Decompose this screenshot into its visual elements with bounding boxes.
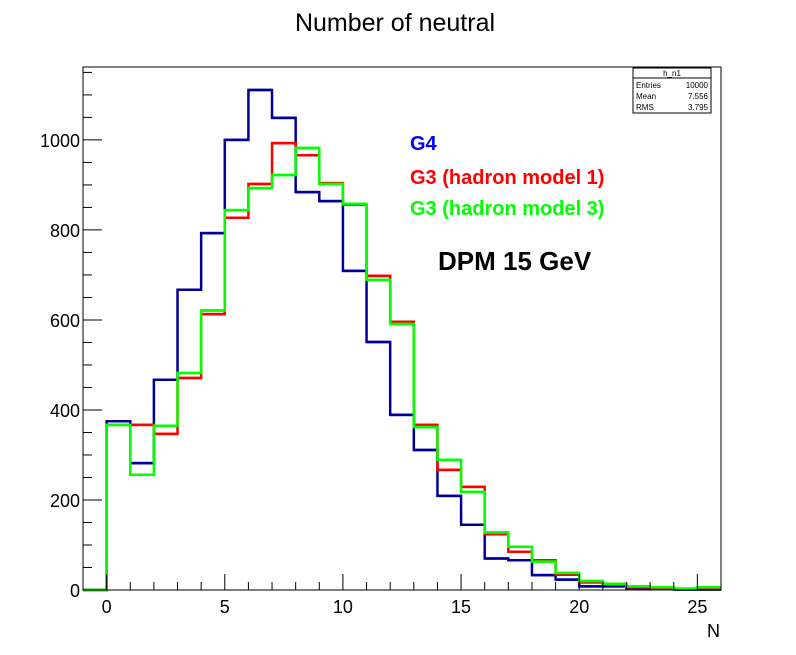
y-tick-label: 0	[70, 581, 80, 601]
x-tick-label: 0	[102, 597, 112, 617]
series-2	[83, 146, 721, 592]
legend-entry-g4: G4	[410, 133, 438, 155]
plot-series	[83, 88, 721, 592]
x-tick-label: 15	[451, 597, 471, 617]
x-axis: 0 5 10 15 20 25	[82, 574, 722, 617]
series-0	[83, 88, 721, 592]
y-tick-label: 1000	[40, 131, 80, 151]
y-tick-label: 800	[50, 221, 80, 241]
y-tick-label: 400	[50, 401, 80, 421]
y-tick-label: 600	[50, 311, 80, 331]
stats-rms-value: 3.795	[688, 103, 709, 112]
x-tick-label: 10	[333, 597, 353, 617]
stats-entries-value: 10000	[686, 81, 709, 90]
legend-entry-g3-model3: G3 (hadron model 3)	[410, 198, 604, 220]
stats-mean-label: Mean	[636, 92, 656, 101]
stats-box-name: h_n1	[663, 69, 681, 78]
chart-title: Number of neutral	[295, 9, 495, 37]
stats-rms-label: RMS	[636, 103, 654, 112]
y-tick-label: 200	[50, 491, 80, 511]
stats-entries-label: Entries	[636, 81, 661, 90]
annotation-dpm: DPM 15 GeV	[438, 246, 592, 276]
stats-box: h_n1 Entries 10000 Mean 7.556 RMS 3.795	[632, 67, 712, 114]
x-axis-label: N	[707, 621, 720, 641]
legend: G4 G3 (hadron model 1) G3 (hadron model …	[410, 133, 604, 220]
plot-frame	[82, 66, 722, 591]
stats-mean-value: 7.556	[688, 92, 709, 101]
x-tick-label: 20	[569, 597, 589, 617]
stats-box-frame	[632, 67, 712, 114]
x-tick-label: 25	[687, 597, 707, 617]
x-tick-label: 5	[220, 597, 230, 617]
legend-entry-g3-model1: G3 (hadron model 1)	[410, 167, 604, 189]
series-line-0	[83, 88, 721, 592]
y-axis: 0 200 400 600 800 1000	[40, 71, 102, 601]
